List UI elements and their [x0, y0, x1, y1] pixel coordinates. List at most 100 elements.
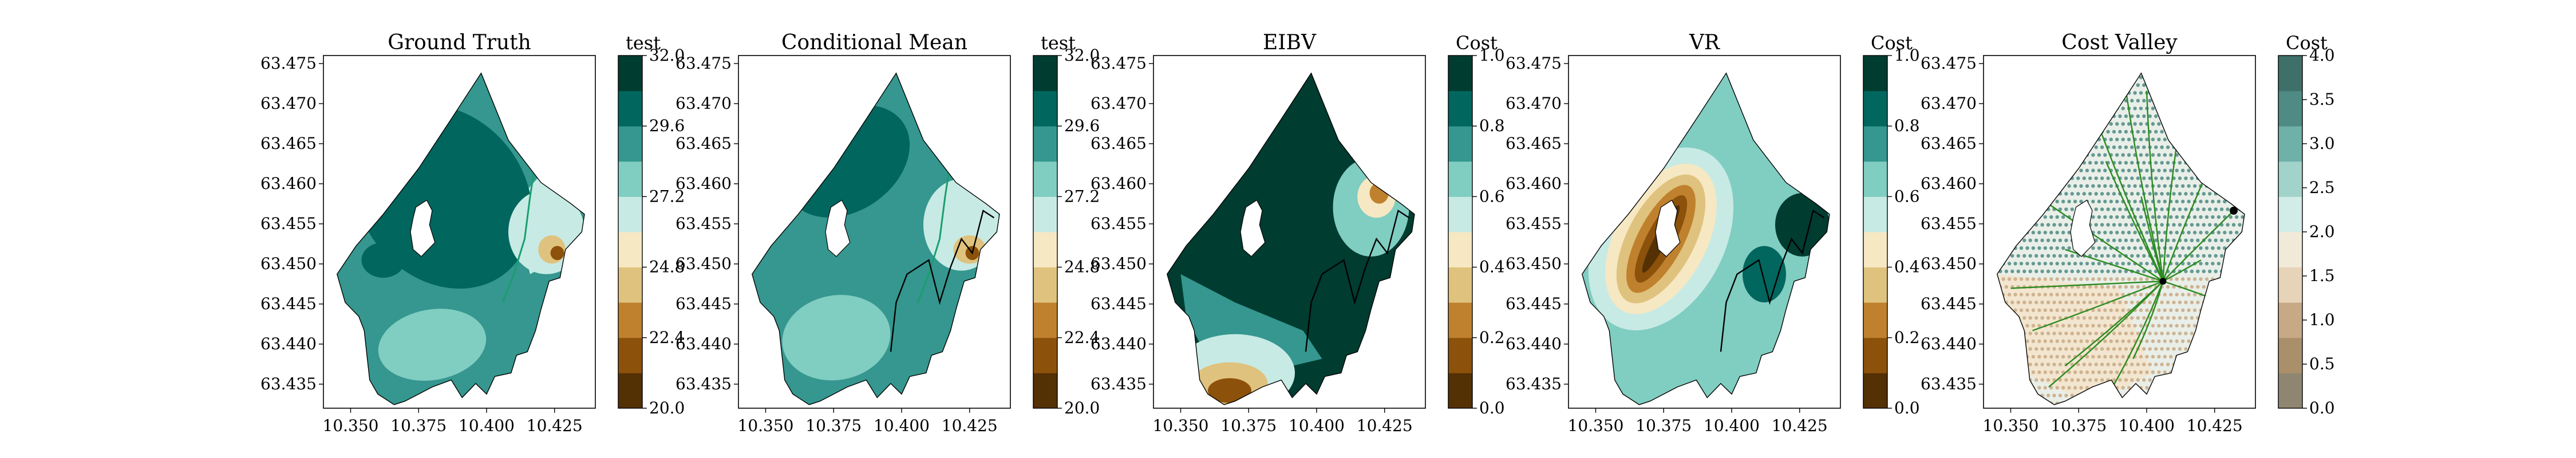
colorbar-tick-label: 20.0 [649, 398, 685, 417]
cost-point [2106, 176, 2110, 180]
cost-point [2046, 316, 2050, 320]
cost-point [2076, 176, 2080, 180]
cost-point [2157, 199, 2161, 204]
cost-point [2109, 339, 2113, 344]
cost-point [2136, 176, 2140, 180]
cost-point [2124, 145, 2128, 149]
cost-point [2049, 308, 2053, 312]
cost-point [2127, 277, 2131, 281]
cost-point [2064, 223, 2068, 227]
colorbar-swatch [1033, 232, 1057, 268]
cost-point [2145, 386, 2149, 390]
cost-point [2139, 137, 2143, 141]
cost-point [2166, 145, 2170, 149]
cost-point [2064, 301, 2068, 305]
cost-point [2097, 246, 2101, 250]
cost-point [2166, 192, 2170, 196]
colorbar-swatch [1033, 196, 1057, 232]
cost-point [2196, 285, 2200, 289]
cost-point [2085, 184, 2089, 188]
cost-point [2169, 246, 2173, 250]
cost-point [2076, 269, 2080, 274]
cost-point [2124, 285, 2128, 289]
cost-point [2151, 106, 2155, 110]
cost-point [2103, 215, 2107, 219]
cost-point [2211, 199, 2215, 204]
cost-point [2217, 262, 2221, 266]
cost-point [2019, 246, 2024, 250]
cost-point [2067, 354, 2071, 359]
cost-point [2031, 323, 2036, 328]
cost-point [2181, 323, 2185, 328]
colorbar-swatch [1033, 302, 1057, 338]
trajectory [890, 210, 995, 352]
cost-point [2124, 223, 2128, 227]
cost-point [2157, 231, 2161, 235]
cost-point [2151, 370, 2155, 374]
cost-point [2178, 301, 2182, 305]
colorbar-tick-label: 32.0 [1064, 46, 1100, 65]
cost-point [2112, 285, 2116, 289]
colorbar-tick-label: 22.4 [649, 328, 685, 347]
cost-point [2097, 323, 2101, 328]
cost-point [2214, 269, 2218, 274]
cost-point [2151, 323, 2155, 328]
cost-point [2136, 378, 2140, 382]
cost-point [2079, 323, 2083, 328]
cost-point [2100, 207, 2104, 211]
cost-point [2130, 316, 2134, 320]
y-tick-label: 63.440 [1921, 334, 1977, 353]
cost-point [2034, 269, 2038, 274]
cost-point [2091, 199, 2095, 204]
cost-point [2109, 370, 2113, 374]
panel-5: Cost Valley 63.475 63.470 63.465 63.460 63.45… [1921, 31, 2335, 435]
y-tick-label: 63.445 [675, 294, 732, 313]
cost-point [2004, 285, 2009, 289]
cost-point [2100, 316, 2104, 320]
cost-point [2037, 354, 2041, 359]
cost-point [2076, 316, 2080, 320]
cost-point [2178, 223, 2182, 227]
cost-point [2148, 176, 2152, 180]
y-tick-label: 63.470 [1921, 94, 1977, 113]
cost-point [2112, 269, 2116, 274]
cost-point [2013, 277, 2017, 281]
cost-point [2226, 207, 2230, 211]
colorbar-swatch [618, 126, 642, 162]
cost-point [2196, 254, 2200, 258]
cost-point [2043, 246, 2047, 250]
cost-point [2037, 386, 2041, 390]
cost-point [2076, 301, 2080, 305]
tree-branch [2162, 259, 2202, 282]
y-tick-label: 63.450 [260, 254, 317, 273]
colorbar-swatch [1863, 196, 1887, 232]
y-tick-label: 63.455 [1921, 214, 1977, 233]
colorbar-swatch [2278, 161, 2302, 197]
y-tick-label: 63.475 [260, 54, 317, 73]
cost-point [2145, 231, 2149, 235]
cost-point [2058, 269, 2063, 274]
cost-point [2157, 153, 2161, 157]
cost-point [2160, 161, 2164, 165]
cost-point [2169, 308, 2173, 312]
cost-point [2121, 339, 2125, 344]
cost-point [2118, 269, 2122, 274]
cost-point [2067, 386, 2071, 390]
current-location-marker [2159, 278, 2167, 285]
cost-point [2190, 331, 2194, 335]
cost-point [2076, 378, 2080, 382]
cost-point [2181, 246, 2185, 250]
cost-point [2091, 370, 2095, 374]
cost-point [2187, 184, 2191, 188]
island [2070, 199, 2096, 257]
cost-point [2124, 129, 2128, 134]
cost-point [2040, 362, 2044, 366]
cost-point [2016, 254, 2020, 258]
cost-point [2046, 393, 2050, 397]
colorbar-frame [1863, 55, 1888, 409]
colorbar-tick-label: 0.0 [2309, 398, 2335, 417]
cost-point [2043, 386, 2047, 390]
cost-point [2204, 215, 2209, 219]
cost-point [2094, 145, 2098, 149]
x-tick-label: 10.375 [390, 416, 447, 435]
